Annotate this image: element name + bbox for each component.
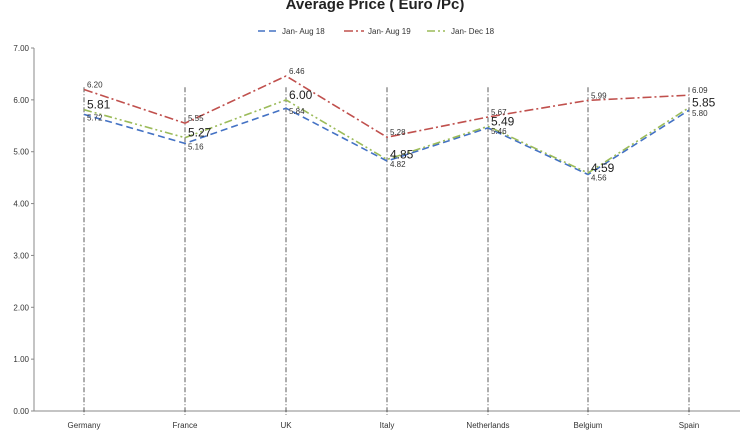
x-tick-label: Belgium bbox=[574, 421, 603, 430]
y-tick-label: 4.00 bbox=[13, 200, 29, 209]
y-tick-label: 1.00 bbox=[13, 355, 29, 364]
data-label: 6.00 bbox=[289, 88, 313, 102]
x-tick-label: Spain bbox=[679, 421, 699, 430]
y-tick-label: 0.00 bbox=[13, 407, 29, 416]
data-label: 4.85 bbox=[390, 147, 414, 161]
legend-label-2: Jan- Aug 19 bbox=[368, 27, 411, 36]
data-label: 6.20 bbox=[87, 80, 103, 89]
y-tick-label: 6.00 bbox=[13, 96, 29, 105]
data-label: 5.72 bbox=[87, 113, 103, 122]
data-label: 5.80 bbox=[692, 109, 708, 118]
data-label: 4.56 bbox=[591, 174, 607, 183]
data-label: 5.84 bbox=[289, 107, 305, 116]
data-label: 5.67 bbox=[491, 108, 507, 117]
y-tick-label: 2.00 bbox=[13, 303, 29, 312]
data-label: 5.28 bbox=[390, 128, 406, 137]
data-labels: 5.72 5.16 5.84 4.82 5.46 4.56 5.80 6.20 5.55 6.46… bbox=[87, 67, 716, 183]
legend: Jan- Aug 18 Jan- Aug 19 Jan- Dec 18 bbox=[258, 27, 495, 36]
series-lines bbox=[83, 75, 690, 176]
data-label: 5.27 bbox=[188, 126, 212, 140]
data-label: 5.16 bbox=[188, 142, 204, 151]
legend-label-3: Jan- Dec 18 bbox=[451, 27, 495, 36]
y-tick-label: 3.00 bbox=[13, 251, 29, 260]
x-tick-label: France bbox=[173, 421, 198, 430]
data-label: 6.46 bbox=[289, 67, 305, 76]
data-label: 5.46 bbox=[491, 127, 507, 136]
series-line-2 bbox=[83, 75, 690, 139]
series-line-1 bbox=[83, 107, 690, 176]
data-label: 5.49 bbox=[491, 114, 515, 128]
y-tick-label: 7.00 bbox=[13, 44, 29, 53]
data-label: 5.81 bbox=[87, 98, 111, 112]
data-label: 6.09 bbox=[692, 86, 708, 95]
x-tick-label: Germany bbox=[68, 421, 101, 430]
data-label: 5.99 bbox=[591, 91, 607, 100]
data-label: 4.82 bbox=[390, 160, 406, 169]
legend-label-1: Jan- Aug 18 bbox=[282, 27, 325, 36]
series-line-3 bbox=[83, 99, 690, 174]
y-tick-label: 5.00 bbox=[13, 148, 29, 157]
drop-lines bbox=[83, 87, 690, 415]
x-tick-label: UK bbox=[280, 421, 292, 430]
data-label: 5.85 bbox=[692, 96, 716, 110]
x-tick-label: Netherlands bbox=[466, 421, 509, 430]
chart-title: Average Price ( Euro /Pc) bbox=[286, 0, 465, 13]
x-tick-label: Italy bbox=[380, 421, 395, 430]
data-label: 4.59 bbox=[591, 161, 615, 175]
data-label: 5.55 bbox=[188, 114, 204, 123]
